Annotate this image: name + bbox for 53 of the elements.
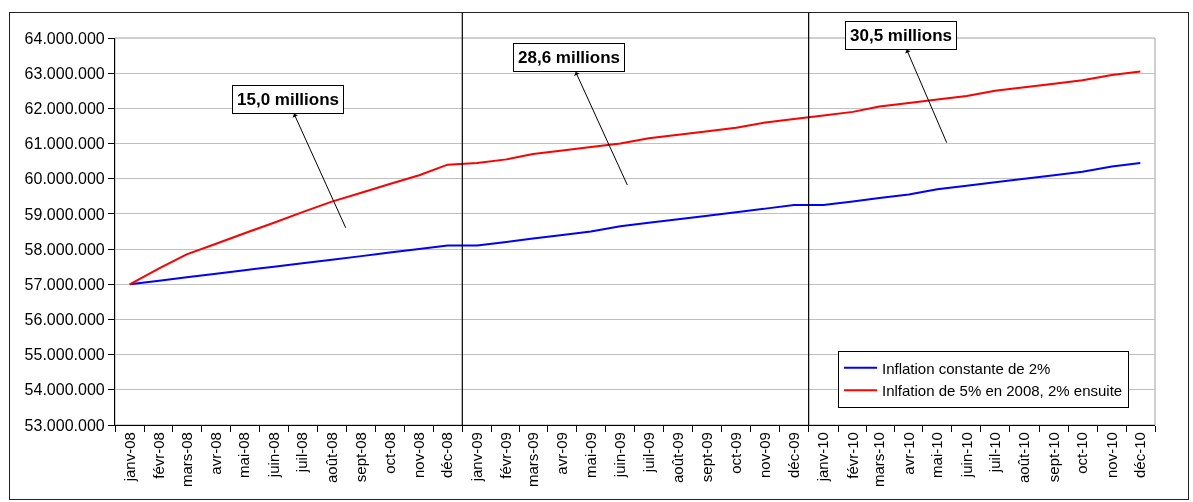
x-tick-label: juil-09 bbox=[639, 432, 657, 474]
x-tick-label: sept-10 bbox=[1044, 432, 1062, 483]
x-tick-label: mars-10 bbox=[870, 432, 888, 488]
annotation: 28,6 millions bbox=[518, 48, 621, 67]
x-tick-label: févr-08 bbox=[149, 432, 167, 479]
x-tick-label: nov-09 bbox=[756, 432, 774, 478]
legend-label: Inlfation de 5% en 2008, 2% ensuite bbox=[882, 382, 1123, 400]
x-tick-label: avr-10 bbox=[899, 432, 917, 475]
x-tick-label: oct-08 bbox=[380, 432, 398, 474]
x-tick-label: juil-10 bbox=[985, 432, 1003, 474]
x-tick-label: août-09 bbox=[669, 432, 687, 483]
x-tick-label: févr-09 bbox=[497, 432, 515, 479]
x-tick-label: déc-09 bbox=[784, 432, 802, 478]
y-tick-label: 62.000.000 bbox=[24, 99, 105, 117]
x-tick-label: sept-09 bbox=[698, 432, 716, 483]
x-tick-label: juin-09 bbox=[611, 432, 629, 479]
x-tick-label: avr-08 bbox=[206, 432, 224, 475]
y-tick-label: 56.000.000 bbox=[24, 311, 105, 329]
x-tick-label: août-08 bbox=[322, 432, 340, 483]
x-tick-label: janv-09 bbox=[467, 432, 485, 483]
y-tick-label: 58.000.000 bbox=[24, 240, 105, 258]
x-tick-label: oct-09 bbox=[726, 432, 744, 474]
x-tick-label: mars-09 bbox=[523, 432, 541, 488]
x-tick-label: juil-08 bbox=[293, 432, 311, 474]
y-tick-label: 59.000.000 bbox=[24, 205, 105, 223]
x-tick-label: nov-10 bbox=[1102, 432, 1120, 478]
legend-label: Inflation constante de 2% bbox=[882, 359, 1051, 377]
x-tick-label: mai-08 bbox=[235, 432, 253, 478]
x-tick-label: mai-10 bbox=[928, 432, 946, 478]
x-tick-label: mars-08 bbox=[177, 432, 195, 488]
y-tick-label: 57.000.000 bbox=[24, 275, 105, 293]
annotation: 30,5 millions bbox=[850, 26, 953, 45]
x-tick-label: oct-10 bbox=[1073, 432, 1091, 474]
y-tick-label: 63.000.000 bbox=[24, 64, 105, 82]
x-tick-label: déc-08 bbox=[438, 432, 456, 478]
y-tick-label: 55.000.000 bbox=[24, 346, 105, 364]
x-tick-label: févr-10 bbox=[843, 432, 861, 479]
x-tick-label: janv-08 bbox=[120, 432, 138, 483]
x-tick-label: déc-10 bbox=[1131, 432, 1149, 478]
y-tick-label: 54.000.000 bbox=[24, 381, 105, 399]
x-tick-label: janv-10 bbox=[814, 432, 832, 483]
y-tick-label: 53.000.000 bbox=[24, 416, 105, 434]
y-tick-label: 61.000.000 bbox=[24, 135, 105, 153]
annotation: 15,0 millions bbox=[237, 90, 340, 109]
x-tick-label: mai-09 bbox=[581, 432, 599, 478]
x-tick-label: nov-08 bbox=[409, 432, 427, 478]
x-tick-label: juin-10 bbox=[957, 432, 975, 479]
x-tick-label: avr-09 bbox=[553, 432, 571, 475]
y-tick-label: 60.000.000 bbox=[24, 170, 105, 188]
x-tick-label: août-10 bbox=[1015, 432, 1033, 483]
y-tick-label: 64.000.000 bbox=[24, 29, 105, 47]
x-tick-label: sept-08 bbox=[352, 432, 370, 483]
x-tick-label: juin-08 bbox=[264, 432, 282, 479]
